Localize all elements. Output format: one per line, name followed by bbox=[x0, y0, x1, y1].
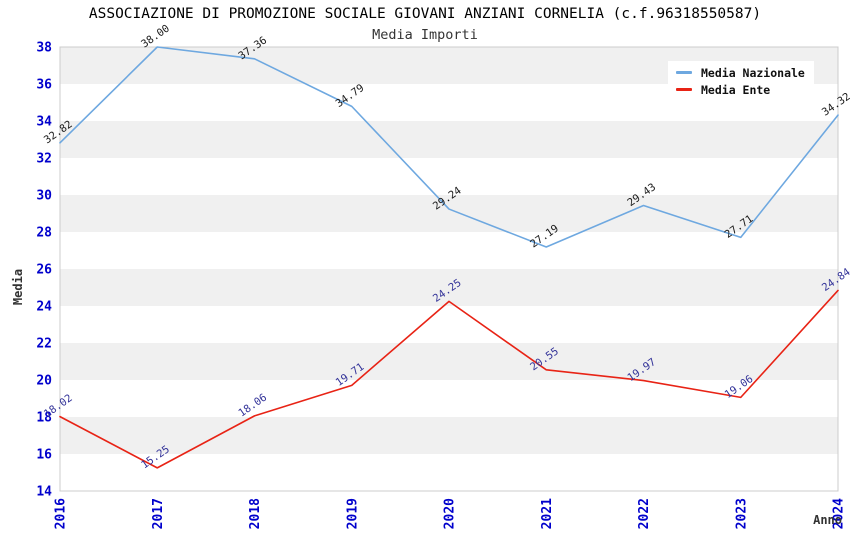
x-tick-label: 2016 bbox=[54, 498, 69, 529]
x-tick-label: 2021 bbox=[540, 498, 555, 529]
y-tick-label: 30 bbox=[36, 189, 52, 204]
y-tick-label: 20 bbox=[36, 374, 52, 389]
data-label-media-ente: 18.06 bbox=[236, 391, 269, 419]
y-tick-label: 18 bbox=[36, 411, 52, 426]
x-tick-label: 2017 bbox=[151, 498, 166, 529]
plot-band bbox=[60, 195, 838, 232]
y-tick-label: 28 bbox=[36, 226, 52, 241]
x-tick-label: 2020 bbox=[443, 498, 458, 529]
legend-marker-media-ente bbox=[676, 88, 692, 91]
y-tick-label: 16 bbox=[36, 448, 52, 463]
plot-band bbox=[60, 269, 838, 306]
x-tick-label: 2024 bbox=[832, 498, 847, 529]
y-axis-title: Media bbox=[11, 268, 25, 306]
legend-item-media-nazionale: Media Nazionale bbox=[676, 64, 806, 81]
plot-border bbox=[59, 46, 839, 492]
plot-band bbox=[60, 121, 838, 158]
x-tick-label: 2022 bbox=[637, 498, 652, 529]
series-line-media-nazionale bbox=[59, 46, 839, 248]
legend-marker-media-nazionale bbox=[676, 71, 692, 74]
y-tick-label: 22 bbox=[36, 337, 52, 352]
y-tick-label: 24 bbox=[36, 300, 52, 315]
legend: Media Nazionale Media Ente bbox=[668, 61, 814, 101]
y-tick-label: 34 bbox=[36, 115, 52, 130]
legend-item-media-ente: Media Ente bbox=[676, 81, 806, 98]
x-tick-label: 2019 bbox=[345, 498, 360, 529]
data-label-media-ente: 18.02 bbox=[42, 392, 75, 420]
x-tick-label: 2023 bbox=[734, 498, 749, 529]
legend-label-media-nazionale: Media Nazionale bbox=[701, 65, 805, 80]
x-axis-title: Anno bbox=[813, 513, 842, 527]
legend-label-media-ente: Media Ente bbox=[701, 82, 771, 97]
chart-subtitle: Media Importi bbox=[372, 27, 478, 43]
data-label-media-nazionale: 38.00 bbox=[139, 23, 172, 51]
y-tick-label: 32 bbox=[36, 152, 52, 167]
x-tick-label: 2018 bbox=[248, 498, 263, 529]
series-line-media-ente bbox=[59, 289, 839, 469]
y-tick-label: 14 bbox=[36, 485, 52, 500]
plot-band bbox=[60, 417, 838, 454]
y-tick-label: 38 bbox=[36, 41, 52, 56]
data-label-media-nazionale: 34.32 bbox=[820, 91, 850, 119]
chart-title: ASSOCIAZIONE DI PROMOZIONE SOCIALE GIOVA… bbox=[88, 6, 762, 22]
y-tick-label: 36 bbox=[36, 78, 52, 93]
plot-band bbox=[60, 343, 838, 380]
y-tick-label: 26 bbox=[36, 263, 52, 278]
